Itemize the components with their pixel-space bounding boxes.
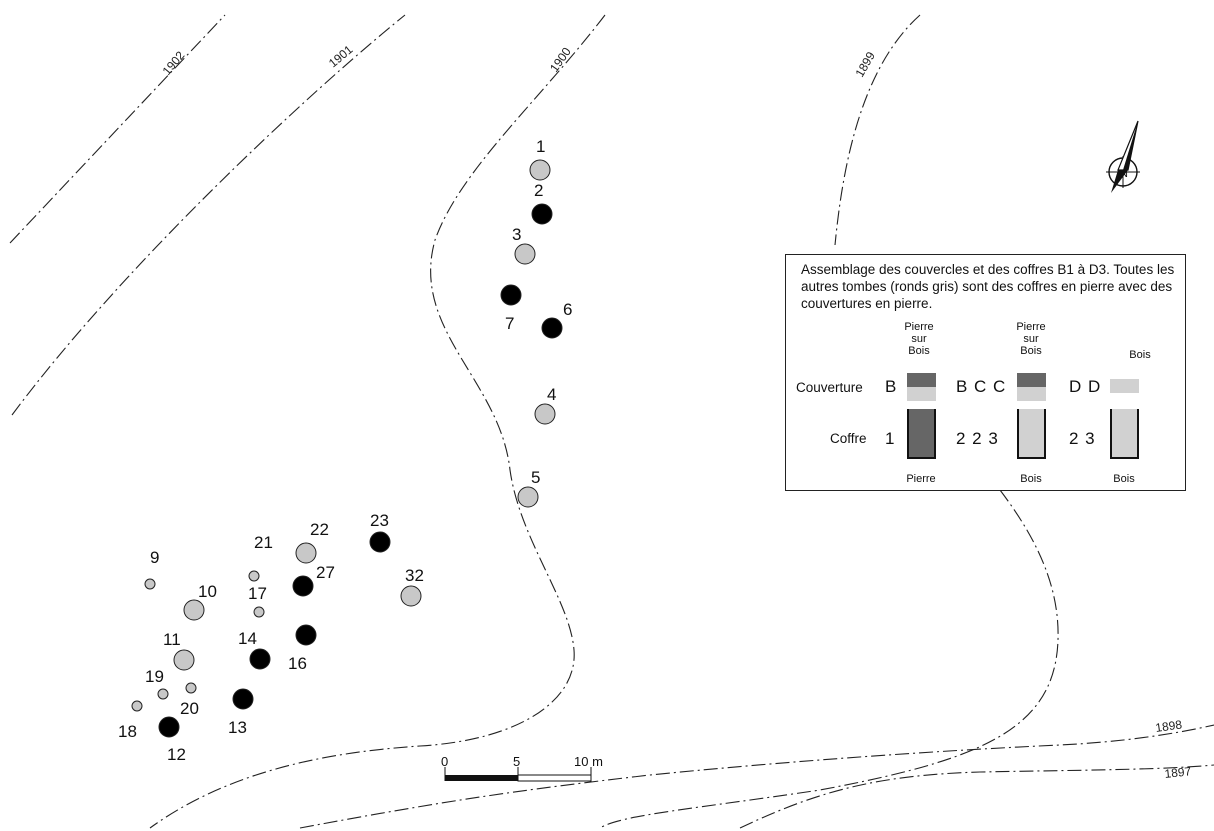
grave-label-17: 17 <box>248 584 267 603</box>
grave-marker-17 <box>253 606 265 618</box>
legend-group3-cover-swatch <box>1110 379 1139 393</box>
grave-marker-11 <box>173 649 195 671</box>
legend-box: Assemblage des couvercles et des coffres… <box>785 254 1186 491</box>
grave-marker-32 <box>400 585 422 607</box>
contour-label-1900: 1900 <box>547 45 574 75</box>
grave-marker-9 <box>144 578 156 590</box>
grave-label-7: 7 <box>505 314 514 333</box>
legend-group3-coffres: 2 3 <box>1069 429 1095 448</box>
scale-tick-10: 10 m <box>574 754 603 769</box>
grave-label-23: 23 <box>370 511 389 530</box>
legend-row-coffre: Coffre <box>830 431 867 446</box>
grave-marker-1 <box>529 159 551 181</box>
contour-label-1901: 1901 <box>326 42 356 70</box>
grave-marker-16 <box>295 624 317 646</box>
grave-marker-23 <box>369 531 391 553</box>
grave-label-3: 3 <box>512 225 521 244</box>
contour-label-1899: 1899 <box>852 49 878 79</box>
grave-marker-18 <box>131 700 143 712</box>
grave-label-1: 1 <box>536 137 545 156</box>
grave-label-11: 11 <box>163 630 181 649</box>
grave-marker-12 <box>158 716 180 738</box>
grave-label-21: 21 <box>254 533 273 552</box>
grave-label-20: 20 <box>180 699 199 718</box>
contour-line-1900 <box>149 14 606 829</box>
legend-group1-bottom-label: Pierre <box>906 473 936 485</box>
legend-group2-cover-top-swatch <box>1017 373 1046 387</box>
grave-label-12: 12 <box>167 745 186 764</box>
contour-line-1897 <box>739 764 1214 829</box>
grave-label-4: 4 <box>547 385 556 404</box>
grave-marker-22 <box>295 542 317 564</box>
legend-group2-coffres: 2 2 3 <box>956 429 998 448</box>
grave-label-10: 10 <box>198 582 217 601</box>
grave-label-6: 6 <box>563 300 572 319</box>
scale-tick-5: 5 <box>513 754 520 769</box>
legend-group2-covers: B C C <box>956 377 1006 396</box>
grave-marker-6 <box>541 317 563 339</box>
grave-marker-14 <box>249 648 271 670</box>
scale-tick-0: 0 <box>441 754 448 769</box>
legend-row-couverture: Couverture <box>796 380 863 395</box>
legend-title: Assemblage des couvercles et des coffres… <box>801 262 1175 311</box>
grave-marker-10 <box>183 599 205 621</box>
contour-line-1899 <box>599 14 1059 829</box>
legend-group1-coffre-swatch <box>907 409 936 459</box>
contour-label-1902: 1902 <box>160 48 188 78</box>
contour-line-1902 <box>9 14 226 244</box>
grave-marker-2 <box>531 203 553 225</box>
legend-group3-bottom-label: Bois <box>1113 473 1135 485</box>
grave-marker-13 <box>232 688 254 710</box>
grave-label-16: 16 <box>288 654 307 673</box>
contour-line-1901 <box>11 14 406 416</box>
legend-group1-top-label: Pierre sur Bois <box>904 321 934 357</box>
grave-marker-5 <box>517 486 539 508</box>
legend-group1-cover-bottom-swatch <box>907 387 936 401</box>
north-arrow-icon: N <box>1106 120 1140 193</box>
grave-label-32: 32 <box>405 566 424 585</box>
legend-group2-coffre-swatch <box>1017 409 1046 459</box>
legend-group3-top-label: Bois <box>1129 349 1151 361</box>
legend-group1-cover-top-swatch <box>907 373 936 387</box>
legend-group2-top-label: Pierre sur Bois <box>1016 321 1046 357</box>
legend-group1-covers: B <box>885 377 897 396</box>
grave-marker-3 <box>514 243 536 265</box>
legend-group3-coffre-swatch <box>1110 409 1139 459</box>
grave-marker-4 <box>534 403 556 425</box>
grave-marker-21 <box>248 570 260 582</box>
contour-label-1897: 1897 <box>1164 764 1192 781</box>
grave-label-9: 9 <box>150 548 159 567</box>
grave-label-13: 13 <box>228 718 247 737</box>
grave-label-5: 5 <box>531 468 540 487</box>
legend-group3-covers: D D <box>1069 377 1101 396</box>
grave-marker-19 <box>157 688 169 700</box>
legend-group2-bottom-label: Bois <box>1020 473 1042 485</box>
grave-label-18: 18 <box>118 722 137 741</box>
contour-line-1898 <box>299 724 1214 829</box>
grave-marker-20 <box>185 682 197 694</box>
grave-label-27: 27 <box>316 563 335 582</box>
grave-marker-27 <box>292 575 314 597</box>
grave-label-2: 2 <box>534 181 543 200</box>
contour-label-1898: 1898 <box>1154 717 1183 735</box>
grave-label-14: 14 <box>238 629 257 648</box>
grave-marker-7 <box>500 284 522 306</box>
legend-group2-cover-bottom-swatch <box>1017 387 1046 401</box>
scale-bar: 0 5 10 m <box>441 754 603 782</box>
legend-group1-coffres: 1 <box>885 429 895 448</box>
grave-label-22: 22 <box>310 520 329 539</box>
grave-label-19: 19 <box>145 667 164 686</box>
north-letter: N <box>1120 168 1128 180</box>
